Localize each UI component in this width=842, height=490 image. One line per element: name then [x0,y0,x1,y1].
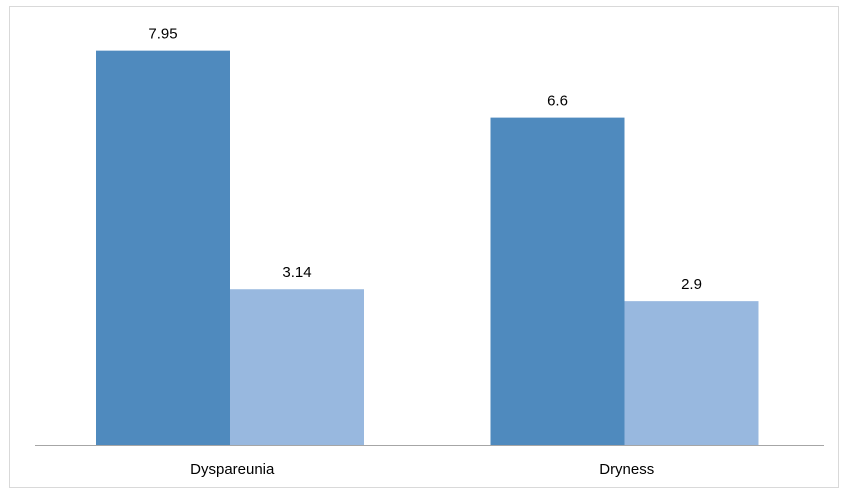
data-label-1-dryness: 6.6 [547,93,568,110]
bar-1-dryness [490,117,625,445]
data-label-2-dryness: 2.9 [681,276,702,293]
x-tick-label-dryness: Dryness [599,461,654,478]
bar-2-dryness [624,301,759,445]
x-tick-label-dyspareunia: Dyspareunia [190,461,275,478]
data-label-1-dyspareunia: 7.95 [148,26,177,43]
bar-1-dyspareunia [96,50,230,445]
bar-2-dyspareunia [230,289,364,445]
data-label-2-dyspareunia: 3.14 [282,264,311,281]
